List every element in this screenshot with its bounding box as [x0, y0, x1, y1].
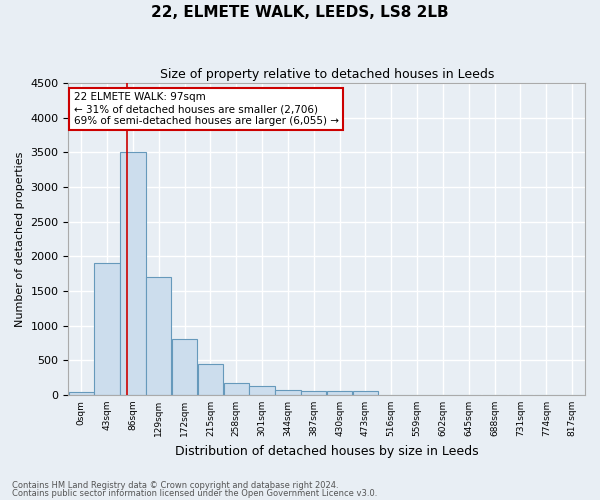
Text: Contains public sector information licensed under the Open Government Licence v3: Contains public sector information licen…	[12, 489, 377, 498]
Bar	[250, 386, 275, 395]
X-axis label: Distribution of detached houses by size in Leeds: Distribution of detached houses by size …	[175, 444, 479, 458]
Bar	[68, 392, 94, 395]
Text: Contains HM Land Registry data © Crown copyright and database right 2024.: Contains HM Land Registry data © Crown c…	[12, 480, 338, 490]
Title: Size of property relative to detached houses in Leeds: Size of property relative to detached ho…	[160, 68, 494, 80]
Bar	[121, 152, 146, 395]
Bar	[172, 340, 197, 395]
Bar	[301, 392, 326, 395]
Bar	[146, 277, 172, 395]
Bar	[224, 383, 249, 395]
Text: 22, ELMETE WALK, LEEDS, LS8 2LB: 22, ELMETE WALK, LEEDS, LS8 2LB	[151, 5, 449, 20]
Bar	[275, 390, 301, 395]
Y-axis label: Number of detached properties: Number of detached properties	[15, 152, 25, 326]
Bar	[353, 392, 378, 395]
Bar	[94, 263, 120, 395]
Bar	[327, 392, 352, 395]
Bar	[198, 364, 223, 395]
Text: 22 ELMETE WALK: 97sqm
← 31% of detached houses are smaller (2,706)
69% of semi-d: 22 ELMETE WALK: 97sqm ← 31% of detached …	[74, 92, 338, 126]
